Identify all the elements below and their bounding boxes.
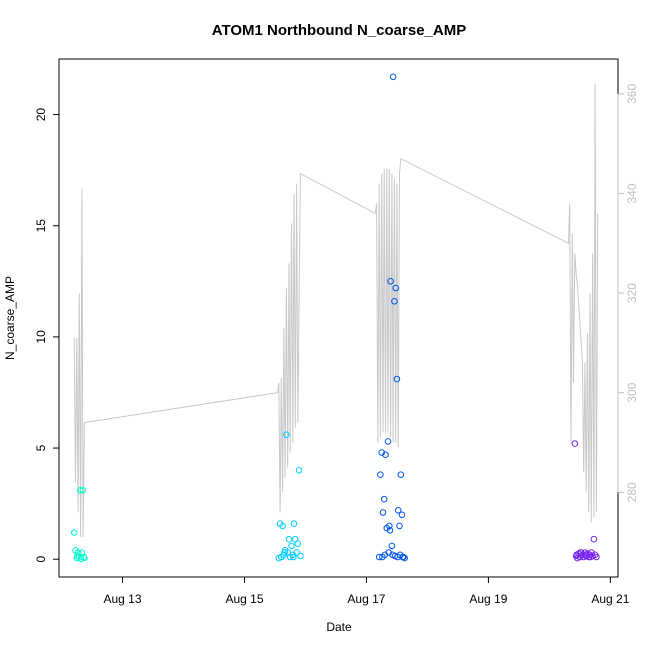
data-point-series-3: [397, 471, 405, 479]
right-tick-label: 320: [625, 283, 639, 303]
y-tick-label: 0: [34, 556, 48, 563]
data-point-series-1: [74, 549, 82, 556]
right-tick-label: 340: [625, 183, 639, 203]
x-axis-label: Date: [326, 620, 352, 634]
data-point-series-1: [78, 549, 86, 556]
secondary-series-line: [73, 83, 599, 538]
data-point-series-1: [79, 487, 86, 494]
data-point-series-2: [295, 467, 303, 474]
bottom-axis: Aug 13 Aug 15 Aug 17 Aug 19 Aug 21: [103, 576, 630, 606]
data-point-series-1: [74, 552, 81, 560]
y-tick-label: 5: [34, 444, 48, 451]
data-point-series-1: [76, 487, 84, 494]
left-axis: 0 5 10 15 20: [34, 108, 60, 563]
data-point-series-3: [392, 284, 400, 292]
data-point-series-2: [290, 553, 297, 561]
data-point-series-3: [379, 553, 386, 561]
x-tick-label: Aug 13: [103, 592, 141, 606]
data-point-series-3: [396, 522, 403, 530]
y-tick-label: 20: [34, 108, 48, 122]
data-point-series-2: [283, 431, 290, 439]
data-point-series-2: [297, 552, 304, 560]
x-tick-label: Aug 15: [225, 592, 263, 606]
data-point-series-3: [389, 73, 397, 81]
data-point-series-3: [391, 298, 398, 305]
data-point-series-2: [285, 535, 293, 543]
data-point-series-2: [281, 549, 288, 556]
data-point-series-3: [399, 553, 407, 561]
data-point-series-1: [70, 529, 78, 536]
data-point-series-4: [590, 535, 598, 543]
data-point-series-3: [377, 471, 384, 479]
secondary-line-layer: [73, 83, 599, 538]
y-axis-label: N_coarse_AMP: [3, 276, 17, 360]
right-tick-label: 300: [625, 382, 639, 402]
right-tick-label: 360: [625, 84, 639, 104]
data-point-series-3: [386, 522, 393, 530]
data-point-series-3: [379, 509, 387, 516]
data-point-series-3: [382, 451, 389, 459]
y-tick-label: 10: [34, 330, 48, 344]
x-tick-label: Aug 17: [347, 592, 385, 606]
data-point-series-4: [571, 440, 579, 447]
data-point-series-2: [290, 520, 298, 527]
points-layer: [70, 73, 600, 563]
data-point-series-2: [294, 540, 302, 548]
x-tick-label: Aug 19: [469, 592, 507, 606]
right-tick-label: 280: [625, 482, 639, 502]
data-point-series-2: [293, 549, 300, 556]
data-point-series-1: [81, 554, 88, 562]
data-point-series-3: [387, 278, 394, 285]
chart-title: ATOM1 Northbound N_coarse_AMP: [212, 22, 466, 39]
data-point-series-3: [386, 527, 394, 534]
data-point-series-2: [275, 554, 283, 562]
x-tick-label: Aug 21: [591, 592, 629, 606]
y-tick-label: 15: [34, 219, 48, 233]
data-point-series-2: [279, 522, 286, 530]
data-point-series-3: [388, 542, 396, 550]
data-point-series-4: [587, 553, 595, 561]
data-point-series-3: [398, 511, 406, 519]
data-point-series-1: [80, 553, 87, 561]
data-point-series-2: [288, 542, 295, 550]
right-axis: 280 300 320 340 360: [617, 84, 639, 502]
data-point-series-3: [393, 375, 401, 383]
data-point-series-3: [394, 507, 402, 514]
data-point-series-3: [384, 438, 392, 445]
data-point-series-3: [375, 553, 383, 561]
data-point-series-3: [380, 495, 388, 503]
